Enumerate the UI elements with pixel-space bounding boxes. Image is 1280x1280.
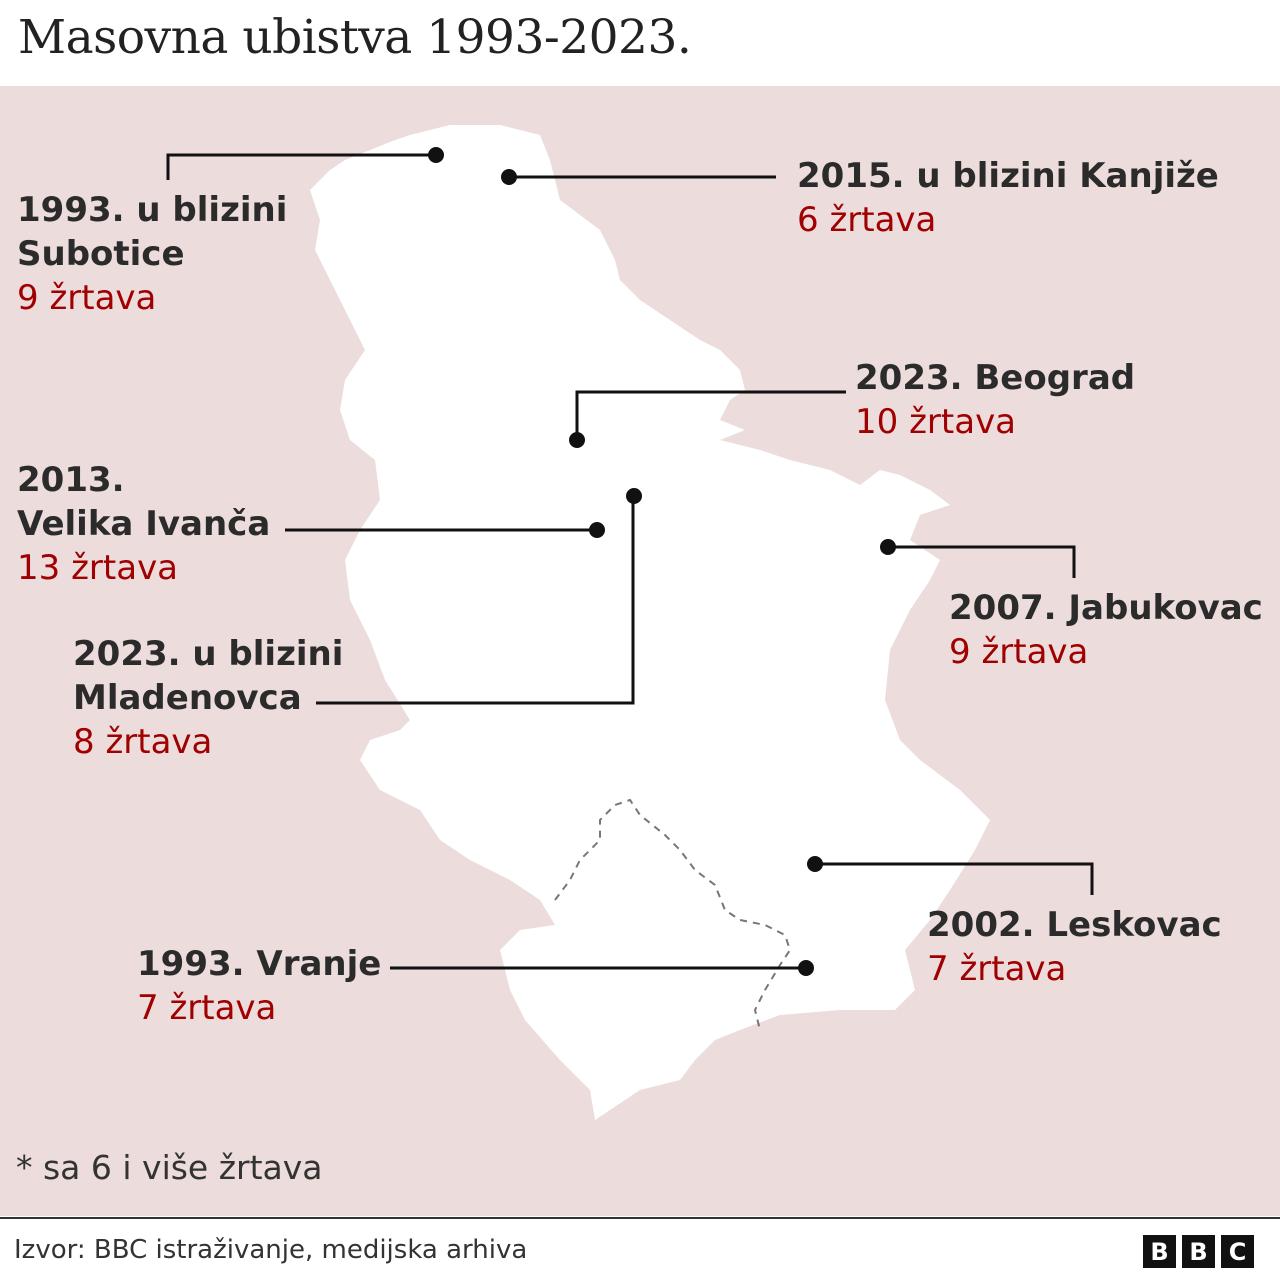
victim-count: 10 žrtava [855,402,1017,442]
leader-lines [166,153,1094,970]
leader-leskovac [815,862,1094,895]
event-name: 2015. u blizini Kanjiže [797,156,1219,196]
label-subotica: 1993. u blizini Subotice 9 žrtava [17,188,287,320]
footer-divider [0,1217,1280,1219]
event-name: 2013. Velika Ivanča [17,460,271,544]
event-name: 2023. Beograd [855,358,1136,398]
logo-block: C [1221,1235,1254,1268]
location-dot-subotica [428,147,444,163]
logo-block: B [1143,1235,1176,1268]
victim-count: 7 žrtava [927,949,1067,989]
location-dot-mladenovac [626,488,642,504]
label-mladenovac: 2023. u blizini Mladenovca 8 žrtava [73,632,343,764]
leader-mladenovac [316,496,635,705]
page-title: Masovna ubistva 1993-2023. [18,10,692,65]
location-dot-leskovac [807,856,823,872]
label-vranje: 1993. Vranje 7 žrtava [137,942,381,1030]
kosovo-border [554,798,792,1031]
location-dot-jabukovac [880,539,896,555]
victim-count: 6 žrtava [797,200,937,240]
label-leskovac: 2002. Leskovac 7 žrtava [927,903,1222,991]
leader-beograd [575,390,846,440]
label-velika-ivanca: 2013. Velika Ivanča 13 žrtava [17,458,270,590]
location-dot-kanjiza [501,169,517,185]
label-jabukovac: 2007. Jabukovac 9 žrtava [949,586,1263,674]
footnote: * sa 6 i više žrtava [16,1148,323,1187]
victim-count: 13 žrtava [17,548,179,588]
victim-count: 7 žrtava [137,988,277,1028]
serbia-outline [310,125,990,1120]
event-name: 2023. u blizini Mladenovca [73,634,344,718]
location-dot-vranje [798,960,814,976]
event-name: 1993. u blizini Subotice [17,190,288,274]
label-kanjiza: 2015. u blizini Kanjiže 6 žrtava [797,154,1219,242]
victim-count: 8 žrtava [73,722,213,762]
label-beograd: 2023. Beograd 10 žrtava [855,356,1135,444]
victim-count: 9 žrtava [17,278,157,318]
logo-block: B [1182,1235,1215,1268]
location-dot-beograd [569,432,585,448]
victim-count: 9 žrtava [949,632,1089,672]
event-name: 2002. Leskovac [927,905,1222,945]
leader-subotica [166,153,436,180]
source-text: Izvor: BBC istraživanje, medijska arhiva [14,1235,528,1265]
location-dot-velika-ivanca [589,522,605,538]
bbc-logo: B B C [1143,1235,1254,1268]
leader-jabukovac [888,545,1076,578]
event-name: 2007. Jabukovac [949,588,1263,628]
event-name: 1993. Vranje [137,944,382,984]
